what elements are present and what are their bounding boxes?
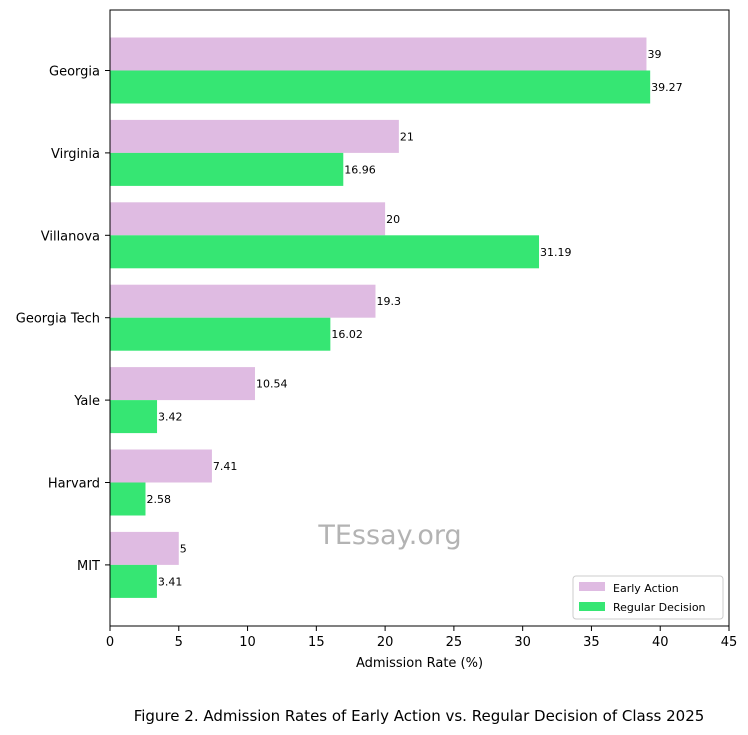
x-tick-label-25: 25 xyxy=(446,635,463,650)
y-tick-label-yale: Yale xyxy=(73,394,100,409)
y-tick-label-harvard: Harvard xyxy=(48,477,100,492)
x-tick-label-45: 45 xyxy=(721,635,738,650)
x-tick-label-20: 20 xyxy=(377,635,394,650)
legend-swatch-early-action xyxy=(579,582,605,591)
legend: Early Action Regular Decision xyxy=(572,575,724,620)
x-axis: 0 5 10 15 20 25 30 35 40 45 xyxy=(106,626,737,650)
legend-label-regular-decision: Regular Decision xyxy=(613,601,706,614)
x-tick-label-35: 35 xyxy=(583,635,600,650)
data-label-early-action-harvard: 7.41 xyxy=(213,460,238,473)
bar-regular-decision-georgia xyxy=(110,70,651,104)
legend-box xyxy=(572,575,724,620)
bar-regular-decision-georgia-tech xyxy=(110,317,331,351)
bar-regular-decision-harvard xyxy=(110,482,146,516)
y-tick-label-georgia-tech: Georgia Tech xyxy=(16,312,100,327)
bars-layer xyxy=(110,37,651,598)
y-tick-label-villanova: Villanova xyxy=(41,229,100,244)
x-axis-title: Admission Rate (%) xyxy=(356,656,483,671)
y-tick-label-virginia: Virginia xyxy=(51,147,100,162)
x-tick-label-5: 5 xyxy=(175,635,183,650)
x-tick-label-30: 30 xyxy=(514,635,531,650)
data-label-regular-decision-georgia: 39.27 xyxy=(651,81,683,94)
data-label-regular-decision-virginia: 16.96 xyxy=(344,163,376,176)
figure-caption: Figure 2. Admission Rates of Early Actio… xyxy=(134,707,705,725)
bar-regular-decision-mit xyxy=(110,564,157,598)
data-label-early-action-villanova: 20 xyxy=(386,213,400,226)
x-tick-label-0: 0 xyxy=(106,635,114,650)
data-label-early-action-yale: 10.54 xyxy=(256,378,288,391)
watermark-text: TEssay.org xyxy=(317,520,461,551)
data-label-regular-decision-yale: 3.42 xyxy=(158,411,183,424)
data-label-early-action-virginia: 21 xyxy=(400,130,414,143)
data-label-regular-decision-villanova: 31.19 xyxy=(540,246,572,259)
data-label-regular-decision-georgia-tech: 16.02 xyxy=(331,328,363,341)
data-label-regular-decision-harvard: 2.58 xyxy=(146,493,171,506)
bar-early-action-georgia-tech xyxy=(110,284,376,318)
x-tick-label-40: 40 xyxy=(652,635,669,650)
bar-early-action-georgia xyxy=(110,37,647,71)
bar-labels-layer: 39 39.27 21 16.96 20 31.19 19.3 16.02 10.54 3.42 7… xyxy=(146,48,682,588)
bar-regular-decision-villanova xyxy=(110,235,540,269)
legend-label-early-action: Early Action xyxy=(613,582,679,595)
y-tick-label-mit: MIT xyxy=(77,559,100,574)
bar-early-action-mit xyxy=(110,531,179,565)
y-axis: Georgia Virginia Villanova Georgia Tech Yale… xyxy=(16,65,110,574)
legend-swatch-regular-decision xyxy=(579,602,605,611)
data-label-early-action-mit: 5 xyxy=(180,542,187,555)
x-tick-label-15: 15 xyxy=(308,635,325,650)
bar-regular-decision-yale xyxy=(110,400,158,434)
bar-early-action-villanova xyxy=(110,202,386,236)
bar-regular-decision-virginia xyxy=(110,152,344,186)
data-label-early-action-georgia-tech: 19.3 xyxy=(376,295,401,308)
y-tick-label-georgia: Georgia xyxy=(49,65,100,80)
bar-early-action-harvard xyxy=(110,449,212,483)
bar-early-action-yale xyxy=(110,367,255,401)
x-tick-label-10: 10 xyxy=(239,635,256,650)
data-label-early-action-georgia: 39 xyxy=(647,48,661,61)
bar-early-action-virginia xyxy=(110,119,399,153)
data-label-regular-decision-mit: 3.41 xyxy=(158,575,183,588)
